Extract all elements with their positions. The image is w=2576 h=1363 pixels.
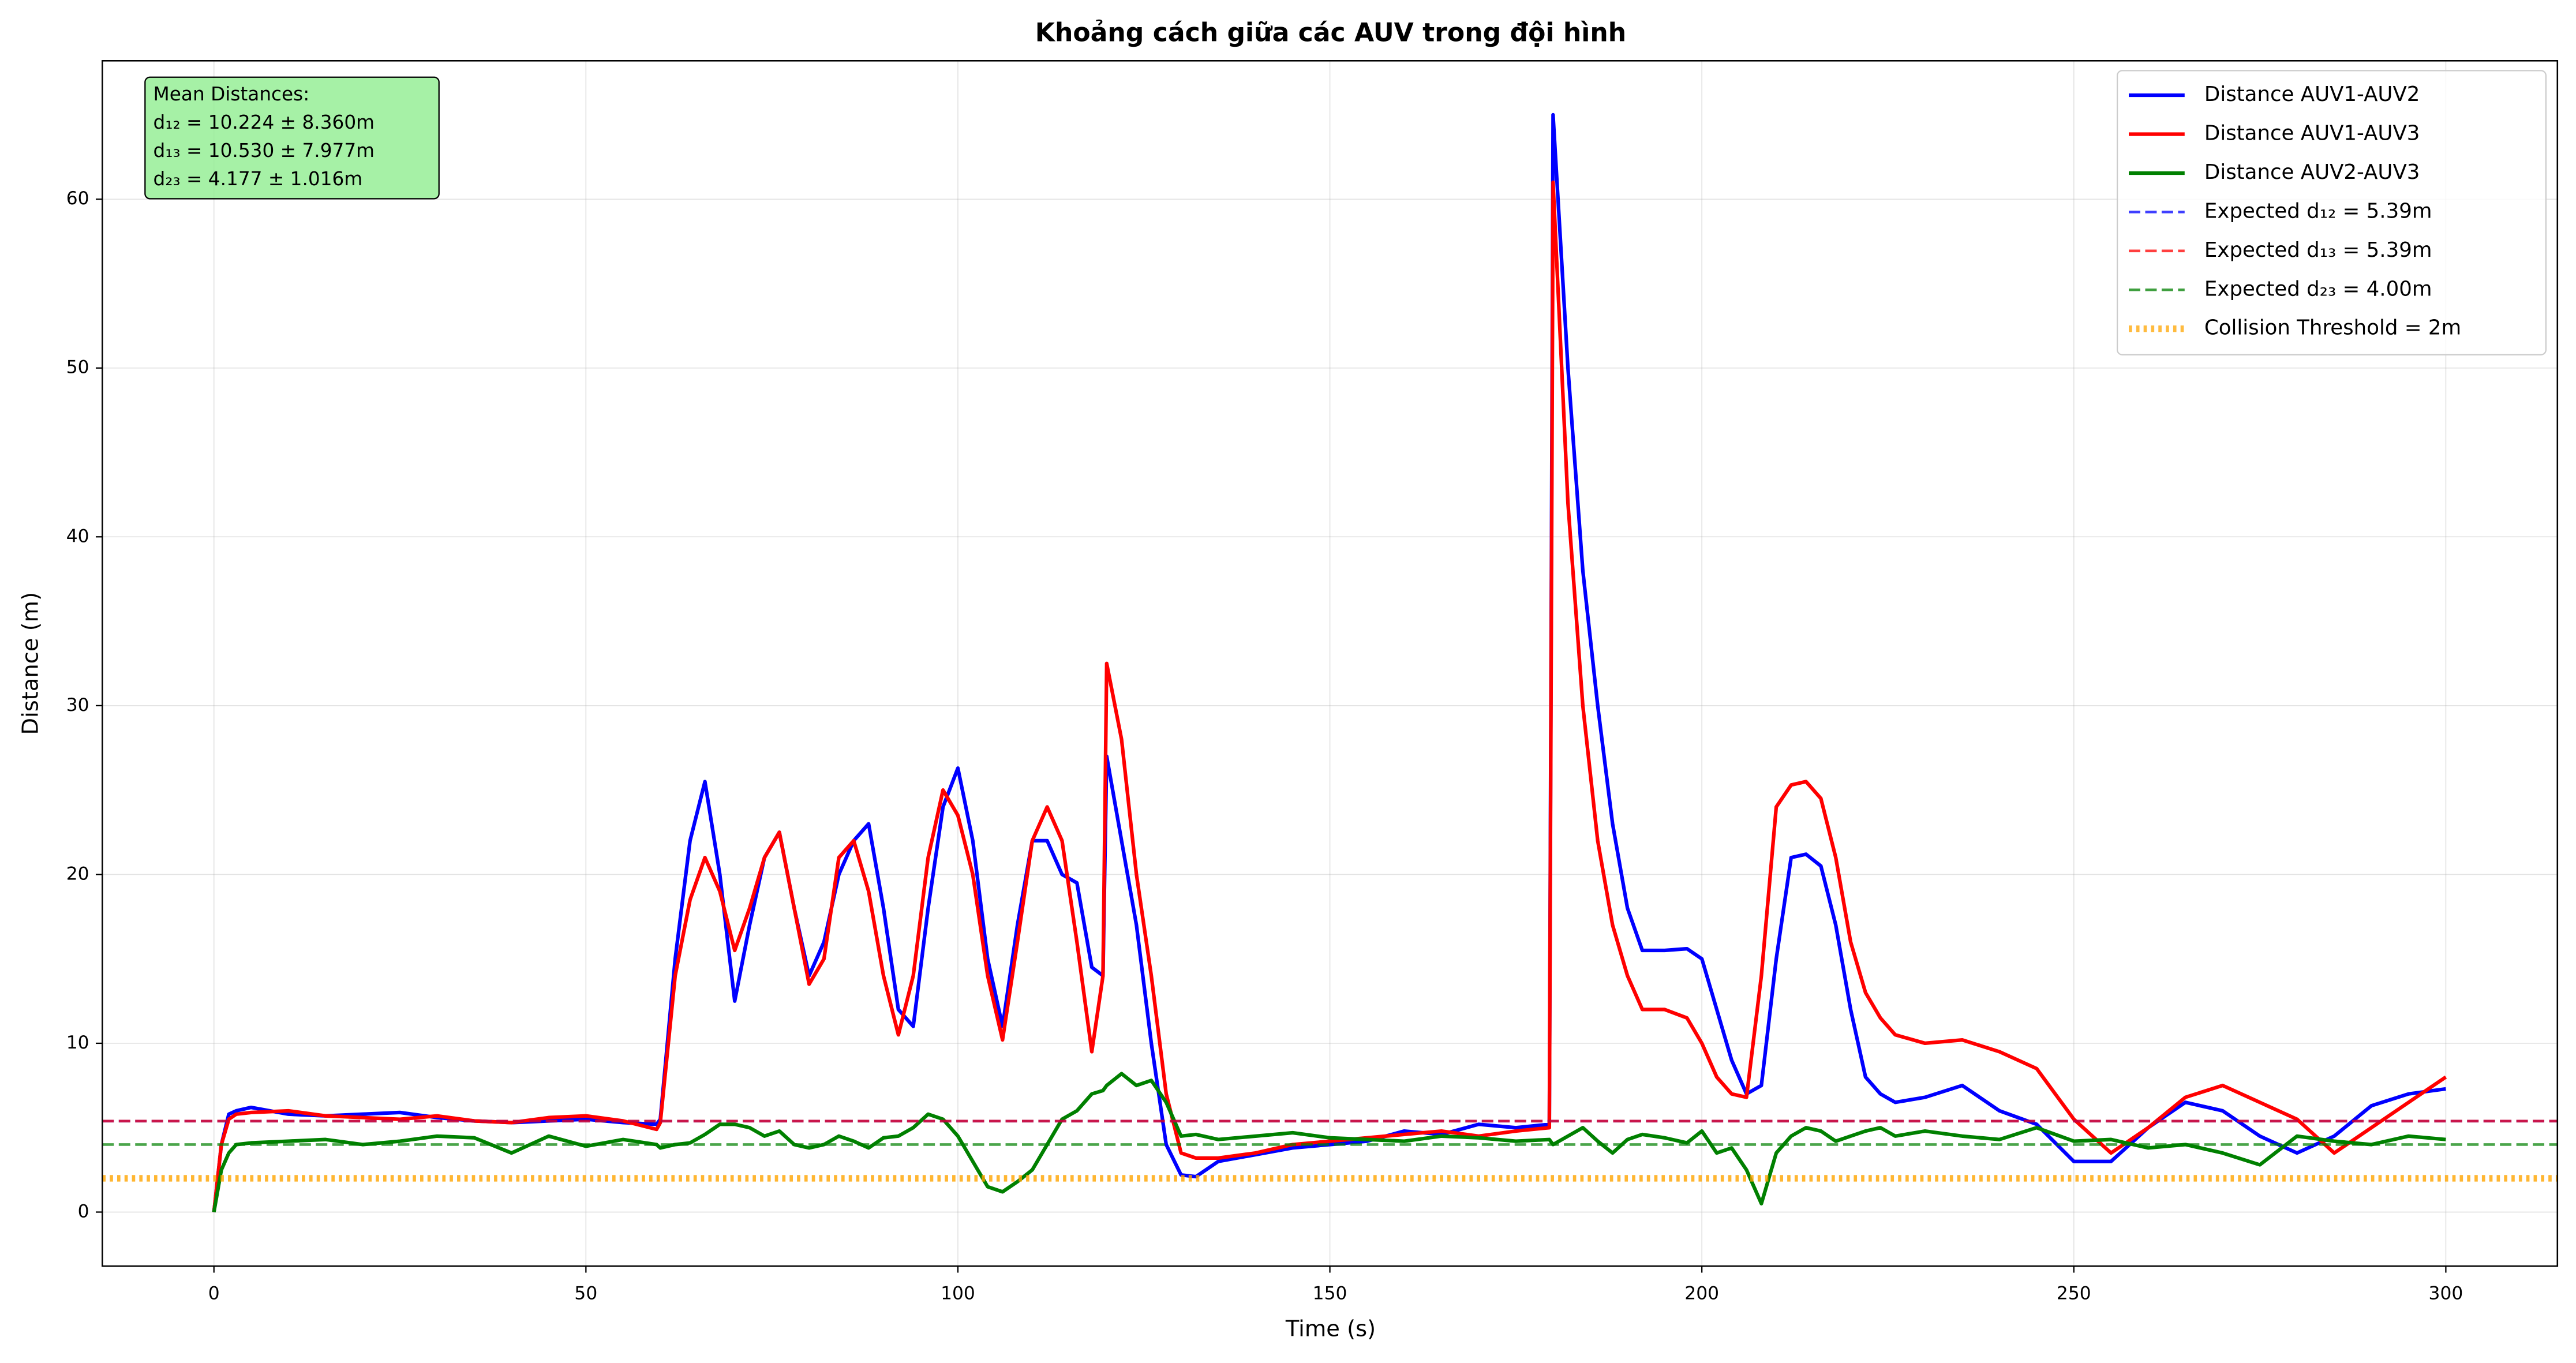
- annotation-line: d₁₃ = 10.530 ± 7.977m: [153, 140, 375, 162]
- legend-label: Expected d₁₂ = 5.39m: [2204, 199, 2432, 223]
- legend-label: Distance AUV1-AUV2: [2204, 83, 2420, 106]
- legend-label: Collision Threshold = 2m: [2204, 316, 2461, 340]
- y-tick-label: 40: [66, 526, 89, 546]
- y-tick-label: 50: [66, 357, 89, 378]
- y-axis-label: Distance (m): [17, 592, 43, 735]
- y-tick-label: 30: [66, 695, 89, 716]
- annotation: Mean Distances: d₁₂ = 10.224 ± 8.360m d₁₃ …: [144, 76, 440, 200]
- y-tick-label: 10: [66, 1032, 89, 1053]
- x-tick-label: 300: [2429, 1283, 2463, 1304]
- data-line: [212, 180, 2447, 1212]
- annotation-line: Mean Distances:: [153, 83, 310, 105]
- legend-label: Distance AUV2-AUV3: [2204, 160, 2420, 184]
- x-tick-label: 100: [941, 1283, 975, 1304]
- x-axis-label: Time (s): [1285, 1316, 1376, 1342]
- ticks: 0 50 100 150 200 250 300 0 10 20 30 40 50 60: [66, 188, 2463, 1304]
- legend-label: Expected d₁₃ = 5.39m: [2204, 238, 2432, 262]
- plot-area: [102, 113, 2558, 1213]
- x-tick-label: 250: [2057, 1283, 2091, 1304]
- annotation-line: d₂₃ = 4.177 ± 1.016m: [153, 168, 363, 190]
- x-tick-label: 0: [208, 1283, 220, 1304]
- y-tick-label: 60: [66, 188, 89, 209]
- legend-label: Distance AUV1-AUV3: [2204, 122, 2420, 145]
- data-line: [212, 1072, 2446, 1213]
- y-tick-label: 20: [66, 863, 89, 884]
- x-tick-label: 50: [574, 1283, 597, 1304]
- x-tick-label: 150: [1313, 1283, 1347, 1304]
- legend-box: [2116, 70, 2547, 355]
- y-tick-label: 0: [78, 1201, 89, 1222]
- grid: [102, 61, 2558, 1267]
- x-tick-label: 200: [1684, 1283, 1719, 1304]
- chart-title: Khoảng cách giữa các AUV trong đội hình: [1035, 18, 1626, 48]
- legend-label: Expected d₂₃ = 4.00m: [2204, 277, 2432, 301]
- annotation-box: [144, 76, 440, 200]
- annotation-line: d₁₂ = 10.224 ± 8.360m: [153, 111, 375, 133]
- legend: Distance AUV1-AUV2 Distance AUV1-AUV3 Dist…: [2116, 70, 2547, 355]
